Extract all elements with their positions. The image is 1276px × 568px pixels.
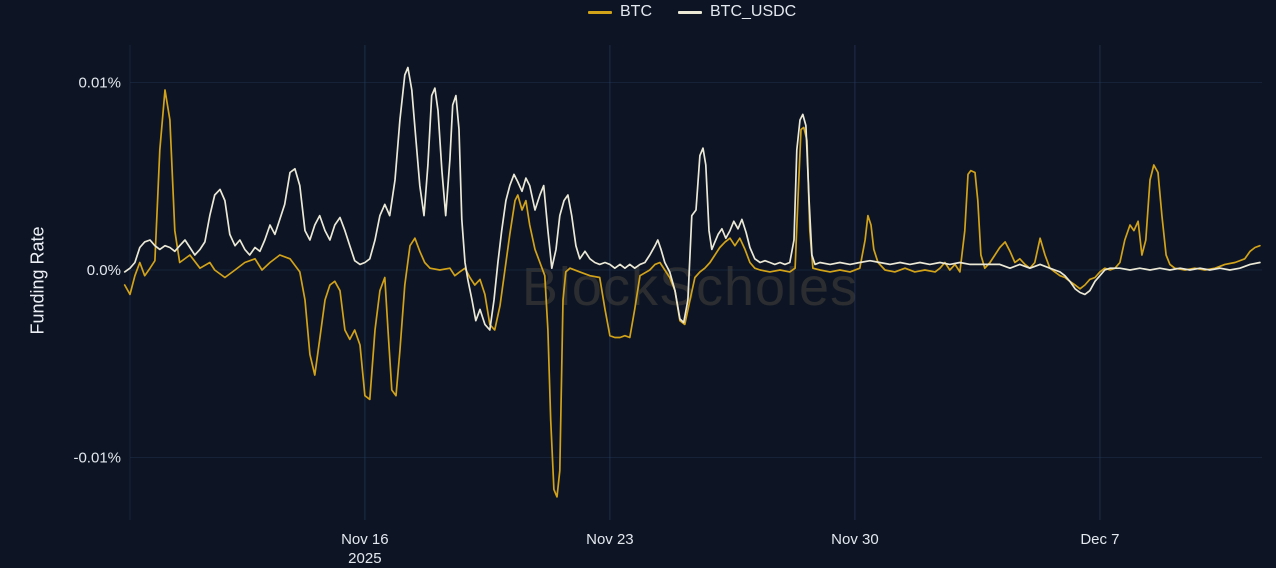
svg-text:Nov 30: Nov 30 — [831, 531, 879, 548]
legend-item-btc[interactable]: BTC — [588, 3, 652, 21]
svg-text:Nov 23: Nov 23 — [586, 531, 634, 548]
y-axis-title: Funding Rate — [27, 226, 48, 335]
svg-text:Nov 16: Nov 16 — [341, 531, 389, 548]
legend-label-btc-usdc: BTC_USDC — [710, 3, 797, 20]
btc-line-swatch — [588, 10, 612, 14]
svg-text:-0.01%: -0.01% — [73, 450, 121, 467]
legend-label-btc: BTC — [620, 3, 652, 20]
btc-usdc-line-swatch — [678, 10, 702, 14]
svg-text:0.0%: 0.0% — [87, 262, 121, 279]
chart-legend: BTC BTC_USDC — [588, 3, 796, 21]
svg-text:2025: 2025 — [348, 550, 381, 567]
svg-text:0.01%: 0.01% — [78, 75, 121, 92]
legend-item-btc-usdc[interactable]: BTC_USDC — [678, 3, 796, 21]
svg-text:Dec 7: Dec 7 — [1080, 531, 1119, 548]
